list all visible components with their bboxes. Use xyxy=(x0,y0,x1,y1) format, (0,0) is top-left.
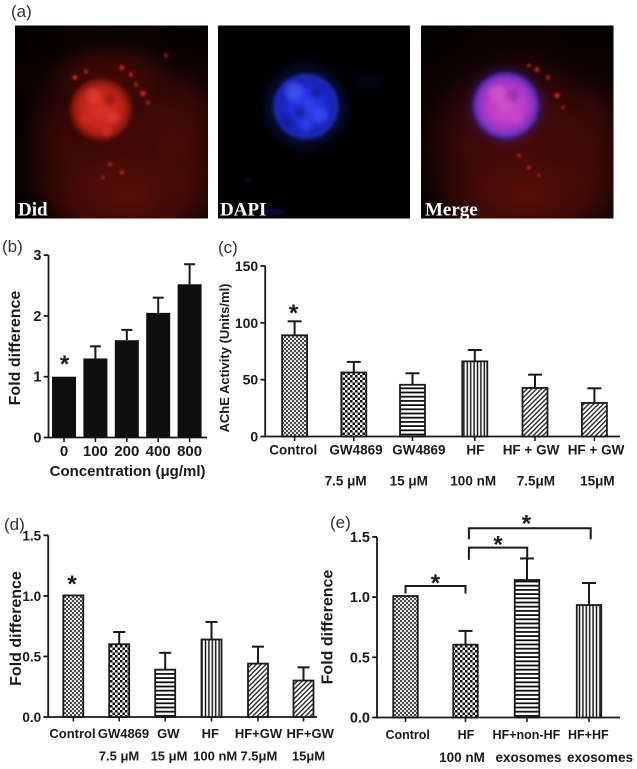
svg-text:*: * xyxy=(522,511,532,538)
svg-text:7.5 μM: 7.5 μM xyxy=(99,749,139,764)
svg-text:HF+GW: HF+GW xyxy=(235,726,283,741)
svg-text:100: 100 xyxy=(83,443,108,460)
svg-text:exosomes: exosomes xyxy=(495,750,561,765)
svg-text:HF+HF: HF+HF xyxy=(568,728,609,742)
svg-text:(d): (d) xyxy=(4,515,25,534)
svg-text:AChE Activity (Units/ml): AChE Activity (Units/ml) xyxy=(217,283,232,432)
svg-text:GW: GW xyxy=(157,726,180,741)
svg-text:100 nM: 100 nM xyxy=(439,750,485,765)
svg-text:GW4869: GW4869 xyxy=(392,443,445,458)
svg-text:HF+non-HF: HF+non-HF xyxy=(493,728,561,742)
svg-text:50: 50 xyxy=(243,372,259,388)
svg-text:0.5: 0.5 xyxy=(350,650,370,666)
svg-text:HF + GW: HF + GW xyxy=(568,443,625,458)
svg-text:Control: Control xyxy=(49,726,95,741)
svg-text:(c): (c) xyxy=(218,238,238,257)
svg-text:Control: Control xyxy=(385,728,429,742)
svg-text:exosomes: exosomes xyxy=(567,750,633,765)
svg-text:1.0: 1.0 xyxy=(350,590,370,606)
svg-text:HF+GW: HF+GW xyxy=(287,726,335,741)
svg-text:150: 150 xyxy=(235,258,259,274)
svg-text:GW4869: GW4869 xyxy=(329,443,382,458)
svg-text:0.0: 0.0 xyxy=(22,710,41,725)
svg-text:Concentration (μg/ml): Concentration (μg/ml) xyxy=(50,463,206,480)
svg-text:200: 200 xyxy=(114,443,139,460)
svg-text:Merge: Merge xyxy=(425,200,478,221)
svg-text:2: 2 xyxy=(33,309,41,325)
svg-text:7.5μM: 7.5μM xyxy=(517,474,555,489)
svg-text:Fold difference: Fold difference xyxy=(7,291,24,406)
svg-text:Control: Control xyxy=(269,443,317,458)
svg-text:HF: HF xyxy=(458,728,475,742)
svg-text:3: 3 xyxy=(33,248,41,264)
svg-text:0: 0 xyxy=(250,429,258,445)
svg-text:1.5: 1.5 xyxy=(350,530,370,546)
svg-text:0.5: 0.5 xyxy=(22,649,41,664)
svg-text:100 nM: 100 nM xyxy=(193,749,237,764)
svg-text:100: 100 xyxy=(235,315,259,331)
svg-text:15μM: 15μM xyxy=(580,474,615,489)
svg-text:100 nM: 100 nM xyxy=(450,474,496,489)
svg-text:Fold difference: Fold difference xyxy=(320,570,337,685)
svg-text:(a): (a) xyxy=(11,2,32,21)
svg-text:1.0: 1.0 xyxy=(22,589,41,604)
svg-text:1.5: 1.5 xyxy=(22,528,41,543)
svg-text:*: * xyxy=(67,571,77,598)
svg-text:7.5μM: 7.5μM xyxy=(240,749,277,764)
svg-text:DAPI: DAPI xyxy=(220,200,266,221)
svg-text:(e): (e) xyxy=(330,513,351,532)
svg-text:*: * xyxy=(289,300,299,327)
svg-text:15 μM: 15 μM xyxy=(151,749,188,764)
svg-text:1: 1 xyxy=(33,370,41,386)
svg-text:HF + GW: HF + GW xyxy=(503,443,560,458)
svg-text:7.5 μM: 7.5 μM xyxy=(325,474,367,489)
svg-text:HF: HF xyxy=(466,443,484,458)
svg-text:Did: Did xyxy=(18,200,48,221)
svg-text:0: 0 xyxy=(33,431,41,447)
svg-text:Fold difference: Fold difference xyxy=(8,571,25,686)
svg-text:0: 0 xyxy=(60,443,68,460)
svg-text:800: 800 xyxy=(177,443,202,460)
svg-text:0.0: 0.0 xyxy=(350,711,370,727)
svg-text:*: * xyxy=(60,351,70,378)
svg-text:15 μM: 15 μM xyxy=(390,474,428,489)
svg-text:HF: HF xyxy=(202,726,219,741)
svg-text:*: * xyxy=(431,570,441,597)
svg-text:*: * xyxy=(493,532,503,559)
svg-text:(b): (b) xyxy=(2,237,23,256)
svg-text:15μM: 15μM xyxy=(292,749,325,764)
svg-text:GW4869: GW4869 xyxy=(98,726,149,741)
svg-text:400: 400 xyxy=(146,443,171,460)
